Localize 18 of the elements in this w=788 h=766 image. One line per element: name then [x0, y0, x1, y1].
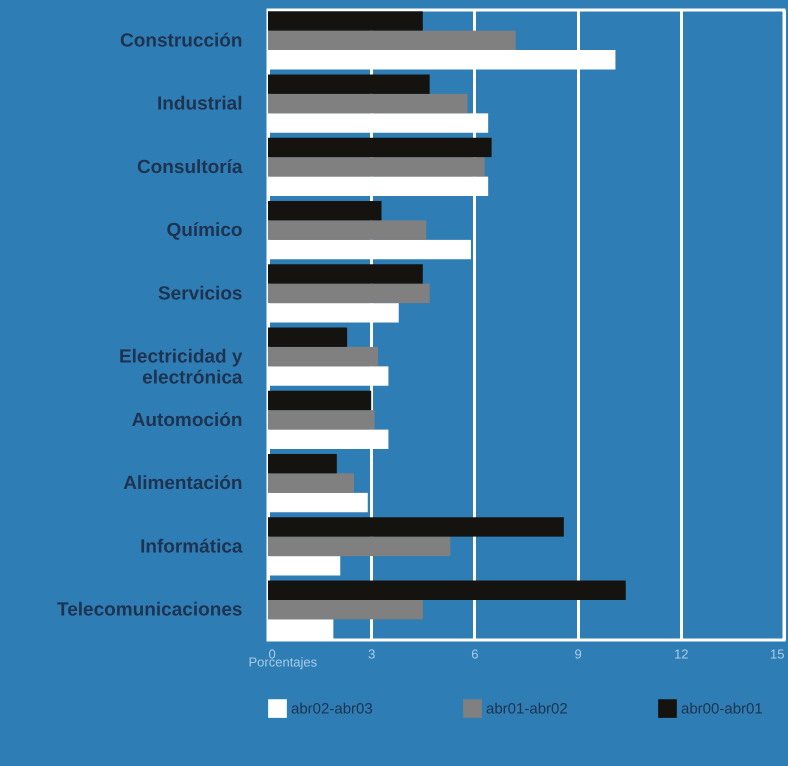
- x-tick-label: 9: [574, 646, 582, 662]
- y-tick-label: Electricidad y electrónica: [118, 346, 243, 389]
- y-tick-label: Consultoría: [136, 156, 243, 178]
- y-tick-label: Servicios: [158, 283, 242, 304]
- legend-label: abr00-abr01: [681, 700, 763, 718]
- legend-label: abr02-abr03: [291, 700, 373, 718]
- x-tick-label: 6: [471, 646, 479, 662]
- y-tick-label: Construcción: [120, 30, 242, 52]
- y-tick-label: Alimentación: [123, 473, 242, 494]
- legend-label: abr01-abr02: [486, 700, 568, 718]
- y-tick-label: Telecomunicaciones: [57, 600, 242, 621]
- y-tick-label: Informática: [140, 536, 243, 558]
- y-tick-label: Automoción: [132, 410, 242, 431]
- y-tick-label: Químico: [166, 220, 242, 242]
- x-tick-label: 3: [368, 646, 376, 662]
- x-tick-label: 15: [770, 646, 784, 662]
- x-tick-label: 12: [674, 646, 689, 662]
- y-tick-label: Industrial: [156, 94, 242, 115]
